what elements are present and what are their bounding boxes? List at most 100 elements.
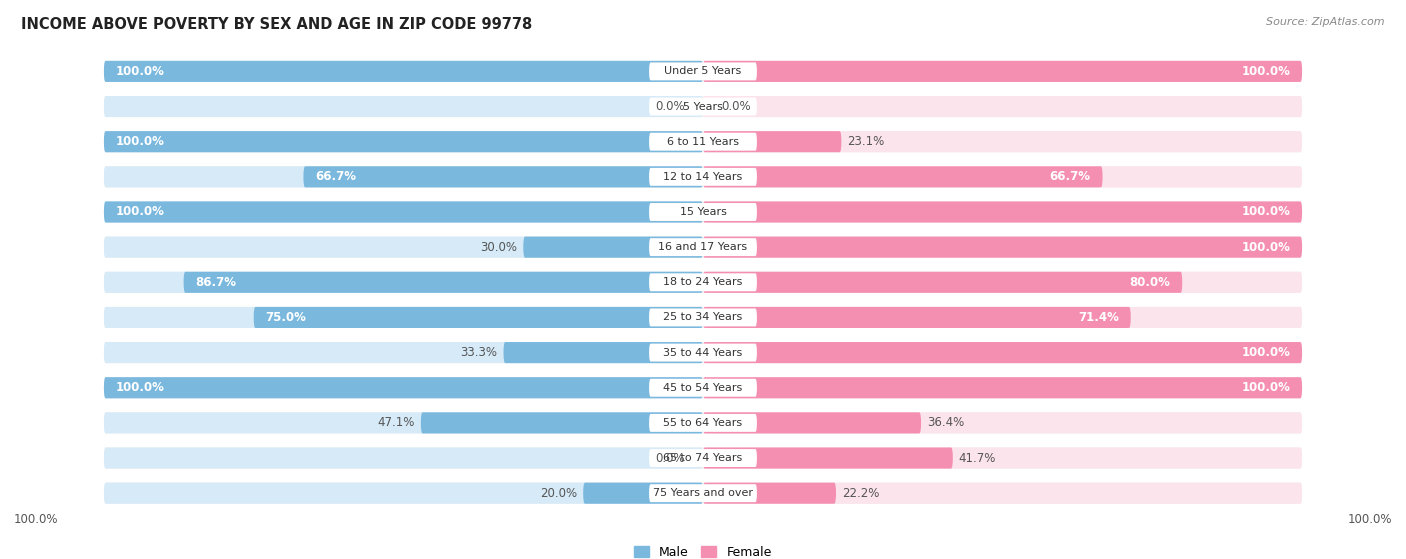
FancyBboxPatch shape <box>104 342 703 363</box>
FancyBboxPatch shape <box>650 273 756 291</box>
FancyBboxPatch shape <box>104 272 1302 293</box>
Text: 30.0%: 30.0% <box>481 240 517 254</box>
Text: 16 and 17 Years: 16 and 17 Years <box>658 242 748 252</box>
FancyBboxPatch shape <box>703 448 1302 468</box>
Text: 100.0%: 100.0% <box>1347 513 1392 525</box>
FancyBboxPatch shape <box>703 131 1302 152</box>
FancyBboxPatch shape <box>703 96 1302 117</box>
Text: 80.0%: 80.0% <box>1129 276 1170 289</box>
FancyBboxPatch shape <box>104 482 1302 504</box>
FancyBboxPatch shape <box>104 167 703 187</box>
FancyBboxPatch shape <box>650 168 756 186</box>
Text: 35 to 44 Years: 35 to 44 Years <box>664 348 742 358</box>
FancyBboxPatch shape <box>703 131 841 152</box>
Text: 23.1%: 23.1% <box>848 135 884 148</box>
FancyBboxPatch shape <box>703 236 1302 258</box>
FancyBboxPatch shape <box>503 342 703 363</box>
FancyBboxPatch shape <box>104 201 703 222</box>
FancyBboxPatch shape <box>104 377 703 398</box>
FancyBboxPatch shape <box>703 342 1302 363</box>
FancyBboxPatch shape <box>104 201 1302 222</box>
FancyBboxPatch shape <box>104 448 703 468</box>
Text: 100.0%: 100.0% <box>1241 240 1291 254</box>
Text: 100.0%: 100.0% <box>1241 65 1291 78</box>
Text: 66.7%: 66.7% <box>315 170 356 183</box>
Text: 65 to 74 Years: 65 to 74 Years <box>664 453 742 463</box>
FancyBboxPatch shape <box>104 377 703 398</box>
Text: 41.7%: 41.7% <box>959 452 997 465</box>
FancyBboxPatch shape <box>104 448 1302 468</box>
Text: 55 to 64 Years: 55 to 64 Years <box>664 418 742 428</box>
FancyBboxPatch shape <box>650 449 756 467</box>
FancyBboxPatch shape <box>104 96 1302 117</box>
FancyBboxPatch shape <box>650 132 756 151</box>
FancyBboxPatch shape <box>650 203 756 221</box>
FancyBboxPatch shape <box>104 413 703 433</box>
Text: 0.0%: 0.0% <box>721 100 751 113</box>
Text: Under 5 Years: Under 5 Years <box>665 67 741 77</box>
FancyBboxPatch shape <box>650 484 756 502</box>
FancyBboxPatch shape <box>650 414 756 432</box>
Text: 71.4%: 71.4% <box>1078 311 1119 324</box>
Text: 36.4%: 36.4% <box>927 416 965 429</box>
Text: 75.0%: 75.0% <box>266 311 307 324</box>
Text: 15 Years: 15 Years <box>679 207 727 217</box>
FancyBboxPatch shape <box>703 413 921 433</box>
FancyBboxPatch shape <box>104 131 1302 152</box>
FancyBboxPatch shape <box>703 377 1302 398</box>
FancyBboxPatch shape <box>104 236 703 258</box>
FancyBboxPatch shape <box>703 482 1302 504</box>
FancyBboxPatch shape <box>104 131 703 152</box>
FancyBboxPatch shape <box>104 201 703 222</box>
FancyBboxPatch shape <box>104 272 703 293</box>
FancyBboxPatch shape <box>304 167 703 187</box>
Text: 20.0%: 20.0% <box>540 487 578 500</box>
FancyBboxPatch shape <box>104 307 703 328</box>
Text: Source: ZipAtlas.com: Source: ZipAtlas.com <box>1267 17 1385 27</box>
FancyBboxPatch shape <box>650 238 756 256</box>
Text: 100.0%: 100.0% <box>1241 381 1291 394</box>
FancyBboxPatch shape <box>703 236 1302 258</box>
Text: 22.2%: 22.2% <box>842 487 879 500</box>
FancyBboxPatch shape <box>703 61 1302 82</box>
FancyBboxPatch shape <box>523 236 703 258</box>
FancyBboxPatch shape <box>104 96 703 117</box>
FancyBboxPatch shape <box>104 236 1302 258</box>
FancyBboxPatch shape <box>650 63 756 80</box>
Text: 0.0%: 0.0% <box>655 452 685 465</box>
FancyBboxPatch shape <box>104 167 1302 187</box>
FancyBboxPatch shape <box>583 482 703 504</box>
FancyBboxPatch shape <box>650 379 756 397</box>
Text: 100.0%: 100.0% <box>115 135 165 148</box>
Text: 75 Years and over: 75 Years and over <box>652 488 754 498</box>
FancyBboxPatch shape <box>703 61 1302 82</box>
FancyBboxPatch shape <box>104 61 703 82</box>
Text: 0.0%: 0.0% <box>655 100 685 113</box>
Text: 5 Years: 5 Years <box>683 102 723 112</box>
Text: 33.3%: 33.3% <box>461 346 498 359</box>
Legend: Male, Female: Male, Female <box>630 541 776 559</box>
Text: 100.0%: 100.0% <box>115 206 165 219</box>
FancyBboxPatch shape <box>184 272 703 293</box>
FancyBboxPatch shape <box>703 413 1302 433</box>
Text: 100.0%: 100.0% <box>115 65 165 78</box>
Text: 47.1%: 47.1% <box>377 416 415 429</box>
FancyBboxPatch shape <box>650 98 756 116</box>
FancyBboxPatch shape <box>703 272 1302 293</box>
Text: 100.0%: 100.0% <box>115 381 165 394</box>
FancyBboxPatch shape <box>703 272 1182 293</box>
FancyBboxPatch shape <box>420 413 703 433</box>
FancyBboxPatch shape <box>703 307 1130 328</box>
Text: 66.7%: 66.7% <box>1050 170 1091 183</box>
Text: 25 to 34 Years: 25 to 34 Years <box>664 312 742 323</box>
FancyBboxPatch shape <box>703 307 1302 328</box>
FancyBboxPatch shape <box>253 307 703 328</box>
FancyBboxPatch shape <box>104 307 1302 328</box>
FancyBboxPatch shape <box>104 131 703 152</box>
FancyBboxPatch shape <box>703 482 837 504</box>
FancyBboxPatch shape <box>703 377 1302 398</box>
FancyBboxPatch shape <box>104 377 1302 398</box>
Text: 45 to 54 Years: 45 to 54 Years <box>664 383 742 393</box>
Text: 18 to 24 Years: 18 to 24 Years <box>664 277 742 287</box>
FancyBboxPatch shape <box>703 167 1302 187</box>
